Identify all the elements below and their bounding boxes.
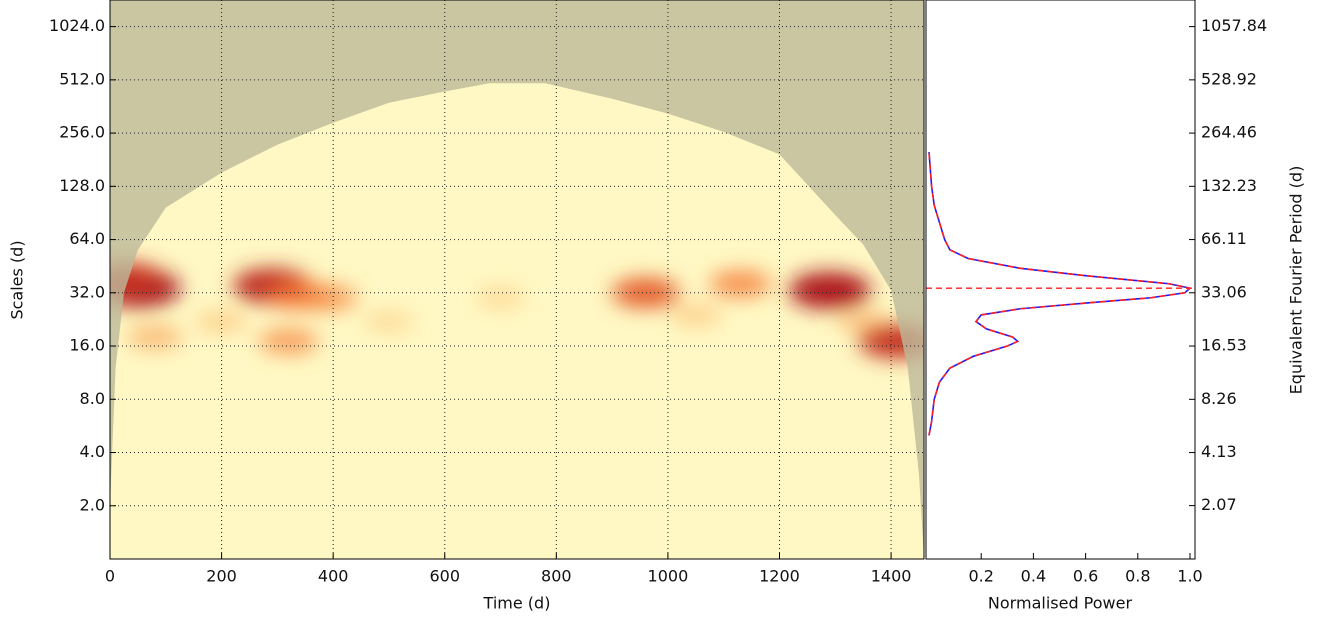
power-blob (126, 324, 183, 349)
y2-tick-label: 528.92 (1201, 69, 1257, 88)
power-blob (195, 310, 248, 333)
x-tick-label: 1.0 (1177, 567, 1202, 586)
power-line (928, 151, 1192, 436)
y-axis-title: Scales (d) (8, 240, 27, 319)
y-tick-label: 512.0 (59, 69, 105, 88)
power-blob (669, 303, 722, 326)
x-tick-label: 0.8 (1125, 567, 1150, 586)
x-tick-label: 800 (541, 567, 572, 586)
y2-tick-label: 132.23 (1201, 176, 1257, 195)
y-tick-label: 8.0 (80, 389, 105, 408)
y-tick-label: 16.0 (69, 336, 105, 355)
x-tick-label: 1200 (759, 567, 800, 586)
y2-tick-label: 4.13 (1201, 442, 1237, 461)
y2-tick-label: 8.26 (1201, 389, 1237, 408)
y-tick-label: 128.0 (59, 176, 105, 195)
power-blob (297, 284, 358, 311)
power-blob (258, 328, 319, 355)
y2-axis-title: Equivalent Fourier Period (d) (1287, 166, 1306, 395)
power-blob (475, 287, 526, 309)
plot-frame (109, 0, 925, 560)
y2-tick-label: 66.11 (1201, 229, 1247, 248)
y2-tick-label: 1057.84 (1201, 16, 1267, 35)
x-tick-label: 1000 (648, 567, 689, 586)
y2-tick-label: 264.46 (1201, 123, 1257, 142)
y2-tick-label: 2.07 (1201, 495, 1237, 514)
x-tick-label: 200 (206, 567, 237, 586)
power-blob (709, 270, 772, 298)
x-tick-label: 0.4 (1021, 567, 1046, 586)
power-blob (836, 310, 891, 334)
y2-tick-label: 33.06 (1201, 282, 1247, 301)
y-tick-label: 64.0 (69, 229, 105, 248)
power-line (928, 151, 1192, 436)
x-tick-label: 0.2 (968, 567, 993, 586)
y-tick-label: 256.0 (59, 123, 105, 142)
y2-tick-label: 16.53 (1201, 336, 1247, 355)
heatmap-layer (110, 0, 924, 559)
side-frame (925, 0, 1196, 560)
x-tick-label: 1400 (871, 567, 912, 586)
x-tick-label: 0.6 (1073, 567, 1098, 586)
power-blob (363, 311, 414, 333)
x-tick-label: 0 (105, 567, 115, 586)
side-x-axis-title: Normalised Power (988, 594, 1133, 613)
y-tick-label: 1024.0 (49, 16, 105, 35)
y-tick-label: 2.0 (80, 495, 105, 514)
x-tick-label: 400 (318, 567, 349, 586)
power-blob (611, 277, 680, 308)
x-tick-label: 600 (429, 567, 460, 586)
cone-of-influence (110, 0, 924, 559)
y-tick-label: 32.0 (69, 282, 105, 301)
x-axis-title: Time (d) (483, 594, 551, 613)
y-tick-label: 4.0 (80, 442, 105, 461)
side-panel-lines (926, 151, 1195, 436)
power-blob (788, 271, 871, 309)
